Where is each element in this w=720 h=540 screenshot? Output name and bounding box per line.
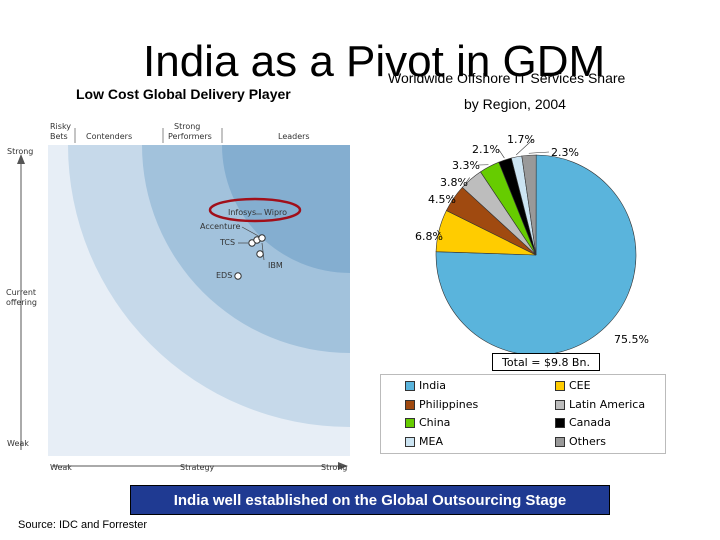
wave-subtitle: Low Cost Global Delivery Player — [76, 86, 291, 102]
legend-swatch — [555, 381, 565, 391]
legend-item-latin-america: Latin America — [555, 398, 645, 411]
legend-swatch — [555, 437, 565, 447]
pie-title-line2: by Region, 2004 — [464, 96, 566, 112]
vendor-infosys: Infosys — [228, 208, 256, 217]
slide-title: India as a Pivot in GDM — [143, 37, 606, 86]
legend-item-cee: CEE — [555, 379, 591, 392]
wave-band-4 — [222, 145, 350, 273]
pie-label-mea: 1.7% — [507, 133, 535, 146]
legend-item-india: India — [405, 379, 446, 392]
pie-slice-others — [521, 154, 537, 256]
cat-contenders: Contenders — [86, 132, 132, 141]
legend-swatch — [405, 381, 415, 391]
legend-swatch — [405, 437, 415, 447]
y-axis-label-offering: offering — [6, 298, 37, 307]
cat-leaders: Leaders — [278, 132, 310, 141]
legend-item-mea: MEA — [405, 435, 443, 448]
pie-leader-line — [436, 229, 442, 237]
legend-swatch — [405, 418, 415, 428]
pie-leader-line — [498, 148, 505, 159]
pie-leader-line — [451, 196, 455, 200]
pie-leader-line — [528, 151, 550, 154]
pie-leader-line — [466, 177, 470, 183]
pie-label-cee: 6.8% — [415, 230, 443, 243]
pie-label-philippines: 4.5% — [428, 193, 456, 206]
vendor-eds: EDS — [216, 271, 232, 280]
vendor-tcs: TCS — [219, 238, 235, 247]
legend-item-others: Others — [555, 435, 606, 448]
banner: India well established on the Global Out… — [130, 485, 610, 515]
pie-label-india: 75.5% — [614, 333, 649, 346]
y-axis-label-current: Current — [6, 288, 36, 297]
cat-risky-bets-2: Bets — [50, 132, 68, 141]
vendor-accenture: Accenture — [200, 222, 240, 231]
x-axis-weak: Weak — [50, 463, 72, 472]
pie-total-label: Total = $9.8 Bn. — [492, 353, 600, 371]
source-note: Source: IDC and Forrester — [18, 519, 147, 531]
legend-swatch — [405, 400, 415, 410]
cat-strong-performers-1: Strong — [174, 122, 200, 131]
pie-label-latin-america: 3.8% — [440, 176, 468, 189]
pie-legend: India CEE Philippines Latin America Chin… — [380, 374, 666, 454]
y-axis-strong: Strong — [7, 147, 33, 156]
legend-item-philippines: Philippines — [405, 398, 478, 411]
vendor-wipro: Wipro — [264, 208, 287, 217]
x-axis-strong: Strong — [321, 463, 347, 472]
x-axis-arrow-icon — [338, 462, 348, 470]
vendor-dot-ibm — [256, 250, 264, 258]
vendor-dot-eds — [234, 272, 242, 280]
leader-line — [241, 226, 263, 239]
highlight-ellipse — [208, 197, 302, 223]
legend-item-china: China — [405, 416, 450, 429]
legend-swatch — [555, 418, 565, 428]
pie-label-canada: 2.1% — [472, 143, 500, 156]
cat-strong-performers-2: Performers — [168, 132, 212, 141]
pie-label-others: 2.3% — [551, 146, 579, 159]
pie-leader-line — [515, 138, 534, 156]
cat-risky-bets-1: Risky — [50, 122, 71, 131]
legend-swatch — [555, 400, 565, 410]
vendor-dot-wipro — [258, 234, 266, 242]
leader-line — [261, 242, 265, 261]
x-axis-strategy: Strategy — [180, 463, 215, 472]
legend-item-canada: Canada — [555, 416, 611, 429]
y-axis-weak: Weak — [7, 439, 29, 448]
y-axis-arrow-icon — [17, 154, 25, 164]
pie-label-china: 3.3% — [452, 159, 480, 172]
vendor-ibm: IBM — [268, 261, 283, 270]
pie-title-line1: Worldwide Offshore IT Services Share — [388, 70, 626, 86]
